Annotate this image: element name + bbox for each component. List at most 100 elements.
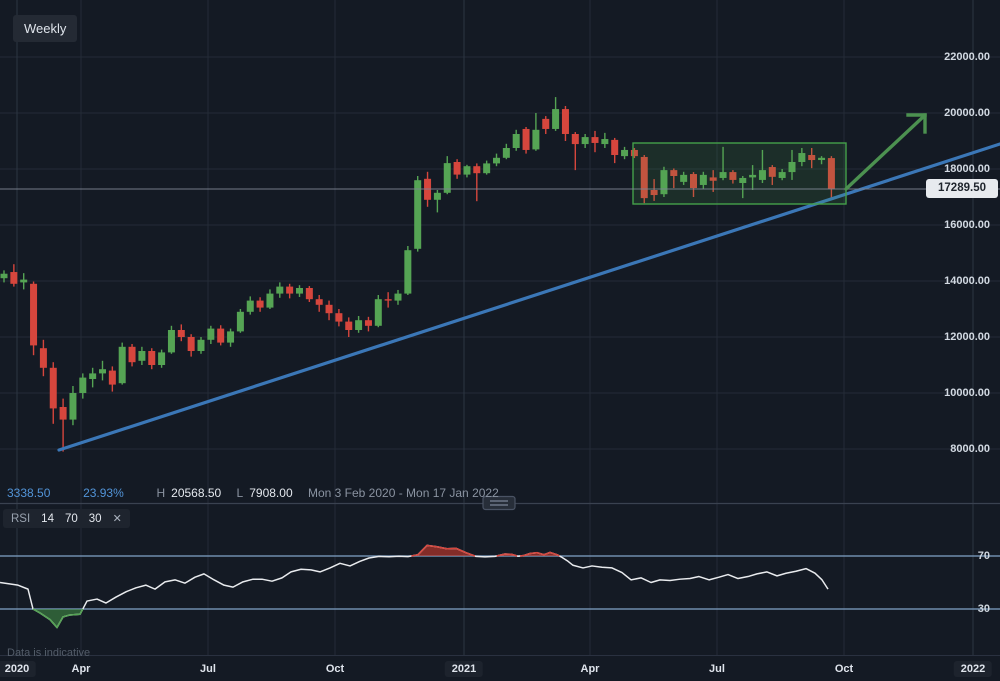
price-axis-label: 14000.00 bbox=[944, 275, 990, 287]
breakout-arrow-drawing[interactable] bbox=[844, 113, 927, 191]
rsi-series bbox=[0, 544, 829, 629]
candle-body bbox=[79, 377, 87, 393]
candle-body bbox=[591, 137, 599, 143]
candle-body bbox=[374, 299, 382, 326]
price-axis-label: 20000.00 bbox=[944, 107, 990, 119]
low-value: 7908.00 bbox=[249, 486, 293, 500]
candle-body bbox=[561, 109, 569, 134]
candle-body bbox=[266, 293, 274, 308]
rsi-line-oversold bbox=[32, 608, 84, 629]
candle-body bbox=[630, 149, 638, 157]
timeframe-button[interactable]: Weekly bbox=[13, 15, 78, 42]
candle-body bbox=[158, 352, 166, 365]
candle-body bbox=[177, 330, 185, 337]
candle-body bbox=[788, 162, 796, 173]
candle-body bbox=[286, 286, 294, 294]
candle-body bbox=[493, 157, 500, 164]
rsi-level-label: 70 bbox=[977, 550, 990, 562]
candle-body bbox=[296, 288, 303, 294]
candle-body bbox=[197, 339, 205, 351]
high-prefix: H bbox=[156, 486, 166, 500]
rsi-level-label: 30 bbox=[977, 603, 990, 615]
candle-body bbox=[414, 180, 422, 249]
low-prefix: L bbox=[236, 486, 244, 500]
price-axis-label: 8000.00 bbox=[950, 443, 990, 455]
rsi-legend[interactable]: RSI 14 70 30 ✕ bbox=[3, 509, 130, 528]
candle-body bbox=[138, 351, 146, 361]
candle-body bbox=[355, 320, 363, 330]
candle-body bbox=[108, 370, 116, 385]
candle-body bbox=[315, 299, 323, 305]
candle-body bbox=[512, 134, 520, 148]
candle-body bbox=[502, 148, 510, 158]
trendline-drawing[interactable] bbox=[57, 142, 1000, 452]
change-value: 3338.50 bbox=[7, 486, 51, 500]
rsi-oversold-param[interactable]: 30 bbox=[88, 512, 102, 525]
candle-body bbox=[30, 283, 38, 346]
candle-body bbox=[364, 320, 372, 326]
candle-body bbox=[246, 300, 254, 312]
candle-body bbox=[89, 373, 97, 379]
candle-body bbox=[808, 155, 816, 161]
time-axis-label: 2020 bbox=[0, 661, 37, 677]
candle-body bbox=[621, 149, 629, 157]
rsi-period-param[interactable]: 14 bbox=[41, 512, 54, 525]
time-axis-label: Jul bbox=[709, 663, 725, 675]
candle-body bbox=[187, 337, 195, 351]
candle-body bbox=[384, 299, 392, 301]
consolidation-box-drawing[interactable] bbox=[632, 142, 847, 205]
rsi-close-icon[interactable]: ✕ bbox=[112, 513, 122, 525]
candle-body bbox=[552, 109, 560, 129]
candle-body bbox=[542, 118, 550, 129]
candle-body bbox=[719, 172, 727, 178]
time-axis-label: 2021 bbox=[444, 661, 484, 677]
candle-body bbox=[650, 190, 658, 196]
arrow-shaft bbox=[844, 115, 925, 191]
time-axis-label: 2022 bbox=[953, 661, 993, 677]
candle-body bbox=[148, 351, 156, 365]
candle-body bbox=[749, 174, 757, 178]
candle-body bbox=[778, 172, 786, 178]
candle-body bbox=[20, 279, 28, 283]
candle-body bbox=[39, 348, 47, 368]
candle-body bbox=[827, 158, 835, 189]
candle-body bbox=[118, 346, 126, 384]
candle-body bbox=[463, 166, 471, 175]
rsi-oversold-fill bbox=[33, 609, 83, 628]
rsi-overbought-fill bbox=[411, 545, 475, 556]
rsi-overbought-param[interactable]: 70 bbox=[64, 512, 78, 525]
candle-body bbox=[611, 139, 619, 155]
instrument-info-bar: 3338.50 23.93% H 20568.50 L 7908.00 Mon 3 … bbox=[7, 486, 505, 500]
candle-body bbox=[59, 407, 67, 420]
candle-body bbox=[256, 300, 264, 308]
candle-body bbox=[680, 174, 688, 182]
candle-body bbox=[453, 162, 461, 175]
pane-divider-handle[interactable] bbox=[482, 495, 516, 511]
gridlines bbox=[0, 0, 1000, 655]
rsi-line-overbought bbox=[519, 551, 560, 557]
candle-body bbox=[601, 139, 609, 145]
candle-body bbox=[473, 166, 481, 174]
candle-body bbox=[571, 134, 579, 145]
candle-body bbox=[167, 330, 175, 353]
candle-body bbox=[640, 156, 648, 199]
candle-body bbox=[276, 286, 284, 294]
time-axis-label: Apr bbox=[580, 663, 600, 675]
time-axis-label: Apr bbox=[71, 663, 91, 675]
candle-body bbox=[729, 172, 737, 180]
candle-body bbox=[758, 170, 766, 180]
candle-body bbox=[404, 250, 412, 294]
rsi-line bbox=[0, 544, 829, 629]
candle-body bbox=[335, 313, 343, 322]
candle-body bbox=[581, 137, 589, 145]
candle-body bbox=[305, 288, 313, 300]
candle-body bbox=[69, 393, 77, 420]
candle-body bbox=[818, 157, 826, 161]
candle-body bbox=[522, 128, 530, 150]
candle-body bbox=[532, 129, 540, 150]
price-axis-label: 16000.00 bbox=[944, 219, 990, 231]
candle-body bbox=[660, 170, 668, 195]
candle-body bbox=[236, 311, 244, 332]
